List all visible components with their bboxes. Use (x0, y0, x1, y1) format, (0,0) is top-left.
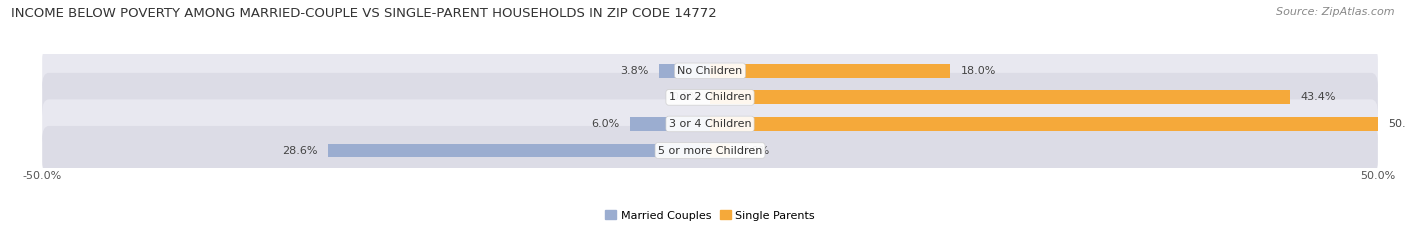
Text: 50.0%: 50.0% (1389, 119, 1406, 129)
Text: 18.0%: 18.0% (962, 66, 997, 76)
Text: 43.4%: 43.4% (1301, 93, 1336, 102)
Text: 5 or more Children: 5 or more Children (658, 145, 762, 155)
Text: INCOME BELOW POVERTY AMONG MARRIED-COUPLE VS SINGLE-PARENT HOUSEHOLDS IN ZIP COD: INCOME BELOW POVERTY AMONG MARRIED-COUPL… (11, 7, 717, 20)
FancyBboxPatch shape (42, 99, 1378, 148)
Text: 1 or 2 Children: 1 or 2 Children (669, 93, 751, 102)
Text: 0.0%: 0.0% (671, 93, 699, 102)
FancyBboxPatch shape (42, 126, 1378, 175)
Bar (630, 117, 710, 131)
Text: Source: ZipAtlas.com: Source: ZipAtlas.com (1277, 7, 1395, 17)
Bar (659, 64, 710, 78)
Text: 3.8%: 3.8% (620, 66, 648, 76)
Text: 3 or 4 Children: 3 or 4 Children (669, 119, 751, 129)
Bar (710, 117, 1378, 131)
Text: 28.6%: 28.6% (281, 145, 318, 155)
Bar (710, 64, 950, 78)
FancyBboxPatch shape (42, 73, 1378, 122)
Bar (710, 90, 1289, 104)
Bar (328, 144, 710, 158)
Text: No Children: No Children (678, 66, 742, 76)
Text: 0.0%: 0.0% (741, 145, 769, 155)
Legend: Married Couples, Single Parents: Married Couples, Single Parents (600, 206, 820, 225)
Bar (710, 144, 730, 158)
FancyBboxPatch shape (42, 46, 1378, 95)
Text: 6.0%: 6.0% (591, 119, 619, 129)
